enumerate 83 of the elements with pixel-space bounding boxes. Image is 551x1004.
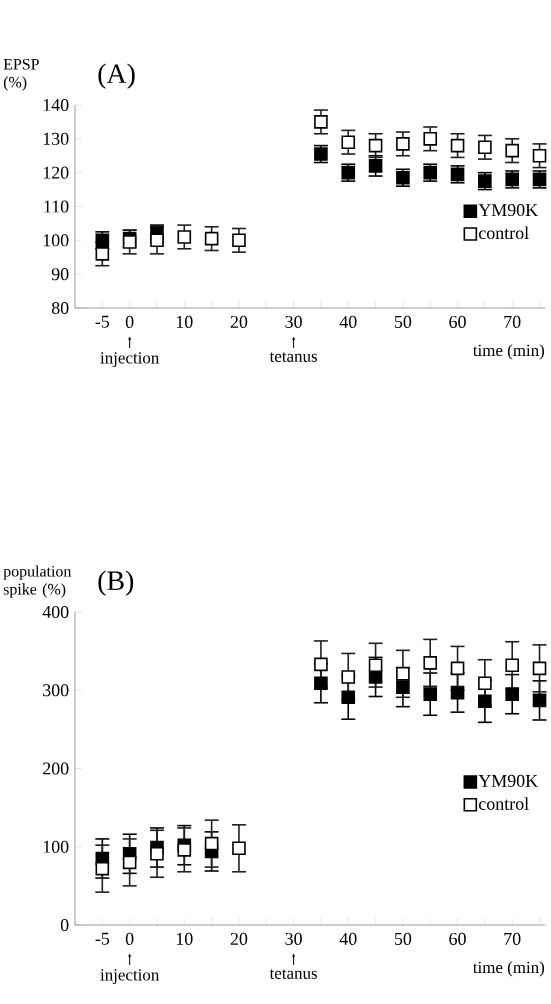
point — [368, 138, 383, 153]
point — [478, 676, 492, 690]
point — [232, 841, 246, 856]
point — [314, 657, 328, 672]
point — [396, 680, 410, 694]
x-tick-label: 0 — [125, 932, 134, 945]
chart-title: (A) — [98, 63, 135, 89]
y-axis-title: EPSP (%) — [3, 58, 39, 91]
point — [505, 143, 519, 158]
point — [368, 159, 383, 173]
y-tick-label: 100 — [43, 840, 69, 853]
y-tick-label: 90 — [51, 268, 69, 281]
y-tick-label: 400 — [42, 605, 69, 619]
point — [314, 115, 328, 129]
point — [532, 148, 547, 163]
point — [314, 676, 328, 690]
x-tick-label: 50 — [394, 315, 412, 328]
x-tick-label: 20 — [230, 315, 248, 328]
legend-label: control — [479, 797, 529, 810]
point — [150, 233, 164, 248]
x-tick-label: 70 — [504, 932, 521, 945]
point — [150, 846, 164, 861]
y-tick-label: 100 — [43, 234, 69, 247]
y-tick-label: 140 — [43, 98, 69, 112]
point — [122, 855, 137, 870]
x-tick-label: 10 — [176, 315, 193, 328]
point — [505, 658, 519, 672]
point — [232, 233, 246, 248]
point — [204, 231, 219, 246]
text: tetanus — [269, 352, 317, 362]
x-tick-label: 20 — [230, 932, 248, 945]
point — [177, 230, 192, 244]
legend-label: YM90K — [478, 204, 538, 217]
x-tick-label: 60 — [449, 315, 466, 328]
point — [396, 667, 410, 681]
x-tick-label: 60 — [449, 932, 466, 945]
x-axis-title: time (min) — [473, 961, 545, 977]
x-tick-label: 30 — [285, 315, 302, 328]
y-tick-label: 120 — [43, 166, 69, 179]
x-tick-label: -5 — [95, 932, 110, 945]
point — [450, 661, 465, 676]
x-tick-label: -5 — [95, 315, 110, 328]
point — [341, 690, 356, 705]
point — [478, 140, 492, 155]
y-tick-label: 110 — [44, 200, 69, 213]
x-tick-label: 30 — [285, 932, 302, 945]
point — [341, 670, 356, 684]
y-tick-label: 130 — [43, 132, 69, 145]
x-tick-label: 70 — [504, 315, 521, 328]
point — [423, 687, 438, 701]
point — [478, 694, 492, 708]
text: injection — [100, 969, 160, 985]
x-axis-title: time (min) — [473, 344, 545, 360]
y-tick-label: 0 — [60, 918, 69, 932]
chart-title: (B) — [98, 570, 134, 596]
x-tick-label: 40 — [339, 932, 357, 945]
x-tick-label: 0 — [125, 315, 134, 328]
text: tetanus — [269, 969, 317, 979]
point — [450, 138, 465, 153]
point — [532, 693, 547, 708]
point — [532, 661, 547, 676]
point — [505, 687, 519, 701]
y-tick-label: 300 — [43, 684, 69, 697]
point — [423, 132, 438, 146]
x-tick-label: 40 — [339, 315, 357, 328]
x-tick-label: 10 — [176, 932, 193, 945]
point — [204, 836, 219, 851]
point — [450, 685, 465, 700]
x-tick-label: 50 — [394, 932, 412, 945]
y-tick-label: 80 — [51, 301, 69, 315]
y-axis-title: population spike (%) — [3, 565, 72, 598]
point — [95, 861, 110, 876]
y-tick-label: 200 — [43, 762, 69, 775]
text: injection — [100, 352, 160, 368]
point — [122, 235, 137, 249]
legend-label: YM90K — [478, 774, 538, 787]
point — [423, 656, 438, 670]
point — [368, 658, 383, 672]
point — [396, 137, 410, 151]
point — [95, 247, 110, 261]
point — [341, 135, 356, 150]
point — [177, 843, 192, 857]
legend-label: control — [479, 226, 529, 240]
